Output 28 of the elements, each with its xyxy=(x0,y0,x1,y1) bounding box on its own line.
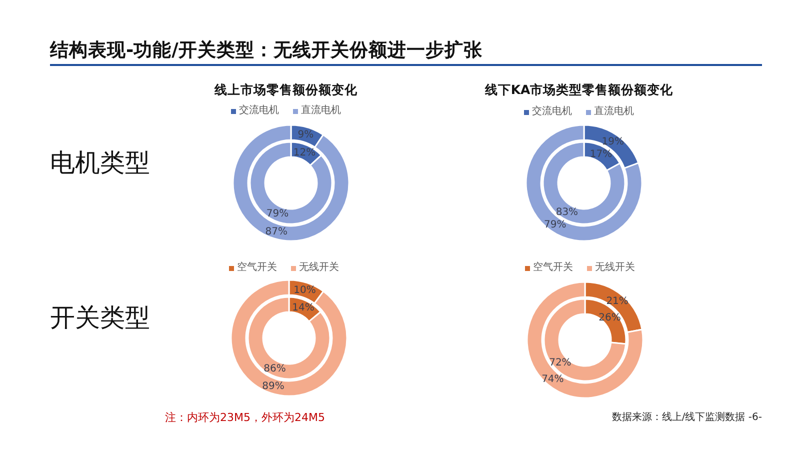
data-label: 79% xyxy=(544,218,566,230)
text: 注：内环为23M5，外环为24M5 xyxy=(165,411,325,424)
data-label: 9% xyxy=(298,129,314,140)
legend-label: 无线开关 xyxy=(299,261,339,275)
legend-label: 直流电机 xyxy=(594,105,634,119)
data-label: 10% xyxy=(294,284,316,296)
chart-title: 线下KA市场类型零售额份额变化 xyxy=(484,82,674,97)
data-label: 83% xyxy=(556,206,578,218)
data-label: 14% xyxy=(292,302,314,314)
legend-label: 空气开关 xyxy=(237,261,277,275)
legend-label: 直流电机 xyxy=(301,104,341,118)
text: 开关类型 xyxy=(50,303,150,332)
data-label: 86% xyxy=(264,362,286,374)
data-label: 89% xyxy=(262,380,284,392)
data-label: 87% xyxy=(265,226,288,237)
legend-label: 空气开关 xyxy=(533,261,573,275)
data-label: 74% xyxy=(542,373,564,384)
legend-label: 交流电机 xyxy=(532,105,572,119)
data-label: 19% xyxy=(602,136,624,148)
legend-label: 无线开关 xyxy=(595,261,635,275)
data-label: 12% xyxy=(293,146,316,158)
data-label: 79% xyxy=(266,208,289,220)
text: 电机类型 xyxy=(50,148,150,177)
text: 结构表现-功能/开关类型：无线开关份额进一步扩张 xyxy=(50,40,482,61)
chart-title: 线上市场零售额份额变化 xyxy=(214,82,358,97)
legend-label: 交流电机 xyxy=(239,104,279,118)
data-label: 17% xyxy=(590,148,612,160)
source-note: 数据来源：线上/线下监测数据 -6- xyxy=(612,412,762,423)
